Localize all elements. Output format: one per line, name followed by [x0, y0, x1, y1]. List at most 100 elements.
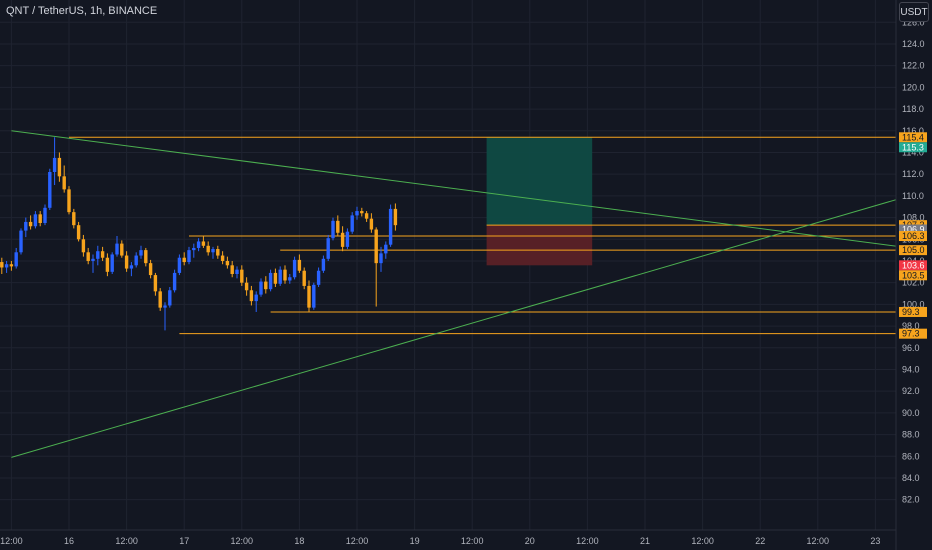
candle-body	[340, 232, 345, 247]
price-label-level	[899, 231, 927, 242]
candle-body	[62, 176, 66, 190]
candle-body	[38, 214, 42, 223]
y-tick-label: 82.0	[902, 495, 920, 505]
price-label-text: 105.0	[902, 245, 925, 255]
candle-body	[33, 214, 38, 227]
y-tick-label: 94.0	[902, 364, 920, 374]
price-label-level	[899, 132, 927, 143]
candle-body	[67, 189, 71, 213]
candle-body	[14, 252, 18, 267]
candle-body	[43, 207, 47, 223]
candle-body	[57, 157, 62, 177]
candle-body	[211, 249, 215, 253]
candle-body	[220, 255, 225, 261]
target-zone	[486, 137, 593, 226]
candle-body	[91, 258, 95, 261]
price-label-text: 99.3	[902, 307, 920, 317]
price-label-level	[899, 245, 927, 256]
candle-body	[81, 239, 86, 253]
symbol-legend: QNT / TetherUS, 1h, BINANCE	[6, 5, 158, 17]
candle-body	[230, 265, 234, 274]
price-label-level	[899, 270, 927, 281]
price-label-stop	[899, 260, 927, 271]
trend-line	[11, 130, 932, 252]
trend-line	[11, 188, 932, 458]
candle-body	[278, 269, 282, 284]
candle-body	[192, 247, 196, 251]
y-tick-label: 122.0	[902, 61, 925, 71]
candle-body	[182, 257, 186, 263]
price-label-text: 103.5	[902, 270, 925, 280]
candle-body	[268, 272, 273, 290]
candle-body	[302, 270, 306, 286]
y-tick-label: 118.0	[902, 104, 924, 114]
candle-body	[139, 250, 143, 256]
price-label-text: 97.3	[902, 329, 920, 339]
candle-body	[4, 264, 9, 268]
candle-body	[316, 270, 321, 285]
candle-body	[307, 285, 311, 308]
candle-body	[28, 221, 33, 227]
candle-body	[235, 269, 239, 274]
candle-body	[384, 244, 388, 254]
candle-body	[350, 215, 354, 232]
candle-body	[225, 260, 230, 266]
candle-body	[288, 277, 292, 281]
candle-body	[148, 263, 153, 276]
x-tick-label: 18	[294, 536, 304, 546]
x-tick-label: 12:00	[231, 536, 254, 546]
x-tick-label: 12:00	[115, 536, 138, 546]
candle-body	[96, 251, 100, 259]
candle-body	[52, 157, 57, 173]
y-tick-label: 88.0	[902, 430, 920, 440]
candle-body	[187, 250, 191, 263]
x-tick-label: 12:00	[576, 536, 599, 546]
y-tick-label: 98.0	[902, 321, 920, 331]
candle-body	[292, 259, 297, 278]
y-tick-label: 126.0	[902, 17, 925, 27]
candle-body	[129, 265, 134, 269]
candle-body	[0, 262, 4, 268]
candle-body	[158, 291, 162, 308]
x-tick-label: 12:00	[461, 536, 484, 546]
y-tick-label: 102.0	[902, 278, 925, 288]
x-tick-label: 20	[525, 536, 535, 546]
candle-body	[364, 213, 369, 219]
candle-body	[172, 272, 177, 291]
y-tick-label: 100.0	[902, 299, 925, 309]
y-tick-label: 96.0	[902, 343, 920, 353]
candle-body	[124, 255, 129, 269]
x-tick-label: 23	[870, 536, 880, 546]
candle-body	[216, 249, 220, 256]
candle-body	[196, 241, 201, 248]
candle-body	[206, 245, 210, 253]
price-label-current	[899, 224, 927, 235]
candle-body	[264, 281, 268, 290]
stop-zone	[486, 225, 593, 266]
y-tick-label: 90.0	[902, 408, 920, 418]
x-tick-label: 19	[410, 536, 420, 546]
y-tick-label: 108.0	[902, 213, 925, 223]
price-label-text: 106.9	[902, 225, 925, 235]
y-tick-label: 110.0	[902, 191, 924, 201]
candle-body	[336, 220, 340, 233]
currency-button[interactable]: USDT	[899, 2, 929, 22]
candle-body	[144, 250, 148, 264]
candle-body	[168, 290, 172, 306]
x-tick-label: 12:00	[0, 536, 23, 546]
candle-body	[115, 243, 119, 255]
price-label-target	[899, 142, 927, 153]
candle-body	[331, 220, 335, 239]
candle-body	[105, 257, 110, 272]
candle-body	[163, 305, 167, 308]
candle-body	[393, 208, 398, 226]
price-label-text: 115.3	[902, 142, 924, 152]
candle-body	[110, 254, 114, 272]
candle-body	[76, 225, 81, 240]
candle-body	[369, 218, 374, 230]
candle-body	[19, 230, 23, 253]
candle-body	[355, 211, 359, 216]
y-tick-label: 86.0	[902, 451, 920, 461]
candle-body	[360, 211, 364, 214]
